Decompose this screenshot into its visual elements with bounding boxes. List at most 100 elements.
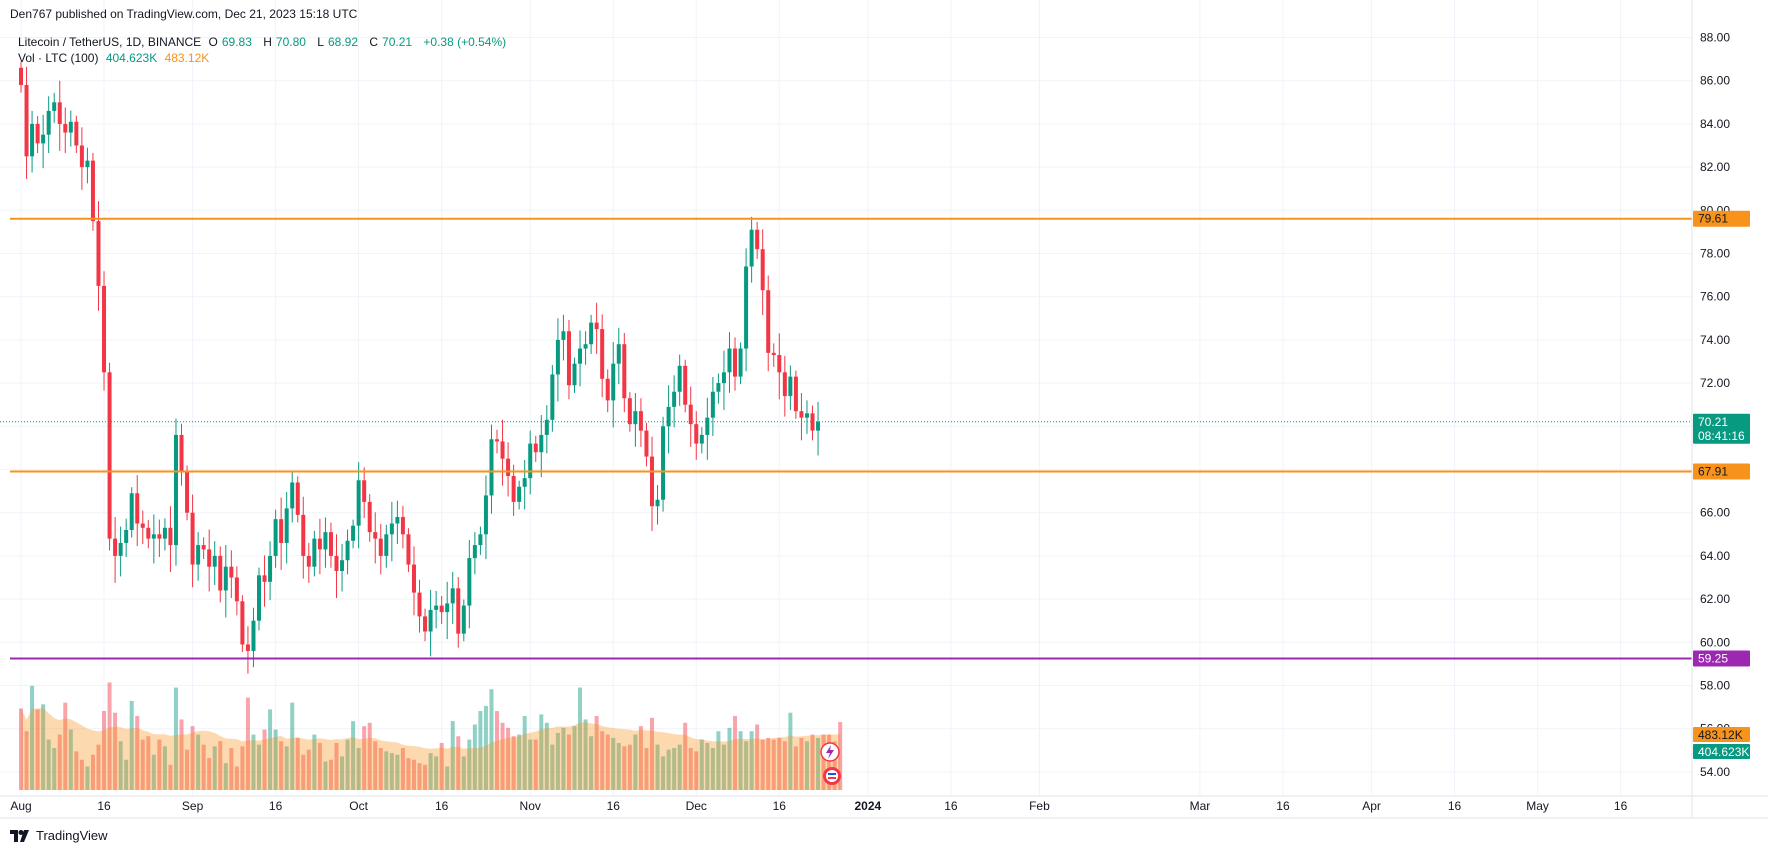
volume-bar — [600, 731, 605, 790]
volume-bar — [46, 739, 51, 790]
candle-body — [594, 322, 599, 330]
volume-bar — [118, 741, 123, 790]
candle-body — [140, 523, 145, 528]
tradingview-logo[interactable]: TradingView — [10, 828, 108, 843]
volume-bar — [699, 739, 704, 790]
last-price-badge-text: 70.21 — [1698, 415, 1728, 429]
candle-body — [317, 538, 322, 550]
candle-body — [179, 434, 184, 472]
volume-legend-row[interactable]: Vol · LTC (100) 404.623K 483.12K — [18, 50, 510, 66]
price-axis[interactable]: 88.0086.0084.0082.0080.0078.0076.0074.00… — [1700, 31, 1730, 779]
volume-bar — [223, 763, 228, 790]
candle-body — [351, 525, 356, 541]
level-badge-text: 59.25 — [1698, 652, 1728, 666]
volume-bar — [827, 734, 832, 790]
flag-icon[interactable] — [823, 767, 841, 785]
candle-body — [544, 419, 549, 435]
symbol-legend-row[interactable]: Litecoin / TetherUS, 1D, BINANCE O 69.83 … — [18, 34, 510, 50]
candle-body — [406, 534, 411, 565]
low-label: L — [317, 35, 324, 49]
chart-grid — [0, 0, 1692, 796]
volume-bar — [207, 758, 212, 790]
volume-bar — [804, 741, 809, 790]
volume-bar — [251, 734, 256, 790]
candle-body — [378, 538, 383, 556]
volume-bar — [644, 748, 649, 790]
candle-body — [52, 102, 57, 111]
candle-body — [102, 285, 107, 373]
candle-body — [616, 344, 621, 364]
candle-body — [400, 517, 405, 535]
chart-legend: Litecoin / TetherUS, 1D, BINANCE O 69.83 … — [18, 34, 510, 66]
volume-bar — [312, 734, 317, 790]
volume-bar — [677, 744, 682, 790]
volume-bar — [500, 722, 505, 790]
volume-bar — [483, 706, 488, 790]
candle-body — [295, 482, 300, 515]
horizontal-levels[interactable] — [10, 217, 1692, 660]
candle-body — [456, 588, 461, 634]
close-label: C — [369, 35, 379, 49]
candle-body — [113, 538, 118, 556]
volume-bar — [52, 748, 57, 790]
volume-bar — [284, 746, 289, 790]
last-price-badge-bg — [1693, 413, 1750, 444]
candle-body — [793, 376, 798, 412]
candle-body — [655, 499, 660, 507]
time-tick-label: Sep — [182, 799, 204, 813]
volume-bar — [268, 709, 273, 790]
time-tick-label: 16 — [1448, 799, 1462, 813]
candle-body — [500, 441, 505, 459]
candle-body — [345, 540, 350, 561]
volume-bar — [777, 737, 782, 790]
open-value: 69.83 — [221, 35, 252, 49]
volume-bar — [456, 736, 461, 790]
price-tick-label: 78.00 — [1700, 247, 1730, 261]
volume-bar — [489, 689, 494, 790]
candle-body — [257, 575, 262, 621]
volume-bar — [102, 711, 107, 790]
candle-body — [85, 160, 90, 168]
volume-bar — [245, 697, 250, 790]
symbol-title[interactable]: Litecoin / TetherUS, 1D, BINANCE — [18, 35, 202, 49]
candle-body — [572, 363, 577, 386]
volume-bar — [334, 742, 339, 790]
time-tick-label: Oct — [349, 799, 368, 813]
volume-bar — [362, 726, 367, 790]
volume-bar — [434, 756, 439, 790]
candle-body — [168, 527, 173, 546]
candle-body — [760, 249, 765, 291]
volume-bar — [411, 759, 416, 790]
candle-body — [677, 365, 682, 392]
candle-body — [472, 545, 477, 559]
volume-bar — [832, 741, 837, 790]
volume-bar — [810, 734, 815, 790]
candle-body — [162, 527, 167, 539]
time-tick-label: 16 — [607, 799, 621, 813]
candle-body — [129, 493, 134, 530]
candle-body — [151, 534, 156, 539]
time-axis[interactable]: Aug 16 Sep 16 Oct 16 Nov 16 Dec 16 2024 16 Feb Mar 16 A… — [10, 799, 1627, 813]
candle-body — [672, 391, 677, 407]
tradingview-logo-icon — [10, 829, 29, 842]
candle-body — [661, 426, 666, 500]
alert-icon[interactable] — [820, 742, 840, 762]
candle-body — [506, 458, 511, 476]
volume-current-badge-bg — [1693, 744, 1750, 759]
candle-body — [79, 145, 84, 168]
volume-bar — [135, 716, 140, 790]
candle-body — [804, 413, 809, 418]
candle-body — [810, 413, 815, 431]
price-tick-label: 64.00 — [1700, 549, 1730, 563]
candle-body — [334, 555, 339, 572]
volume-title[interactable]: Vol · LTC (100) — [18, 51, 99, 65]
price-tick-label: 82.00 — [1700, 160, 1730, 174]
publisher-line: Den767 published on TradingView.com, Dec… — [10, 7, 358, 21]
tradingview-logo-text: TradingView — [36, 828, 108, 843]
candle-body — [229, 566, 234, 578]
candle-body — [699, 434, 704, 444]
time-tick-label: 16 — [435, 799, 449, 813]
volume-bar — [234, 766, 239, 790]
candle-body — [279, 519, 284, 543]
